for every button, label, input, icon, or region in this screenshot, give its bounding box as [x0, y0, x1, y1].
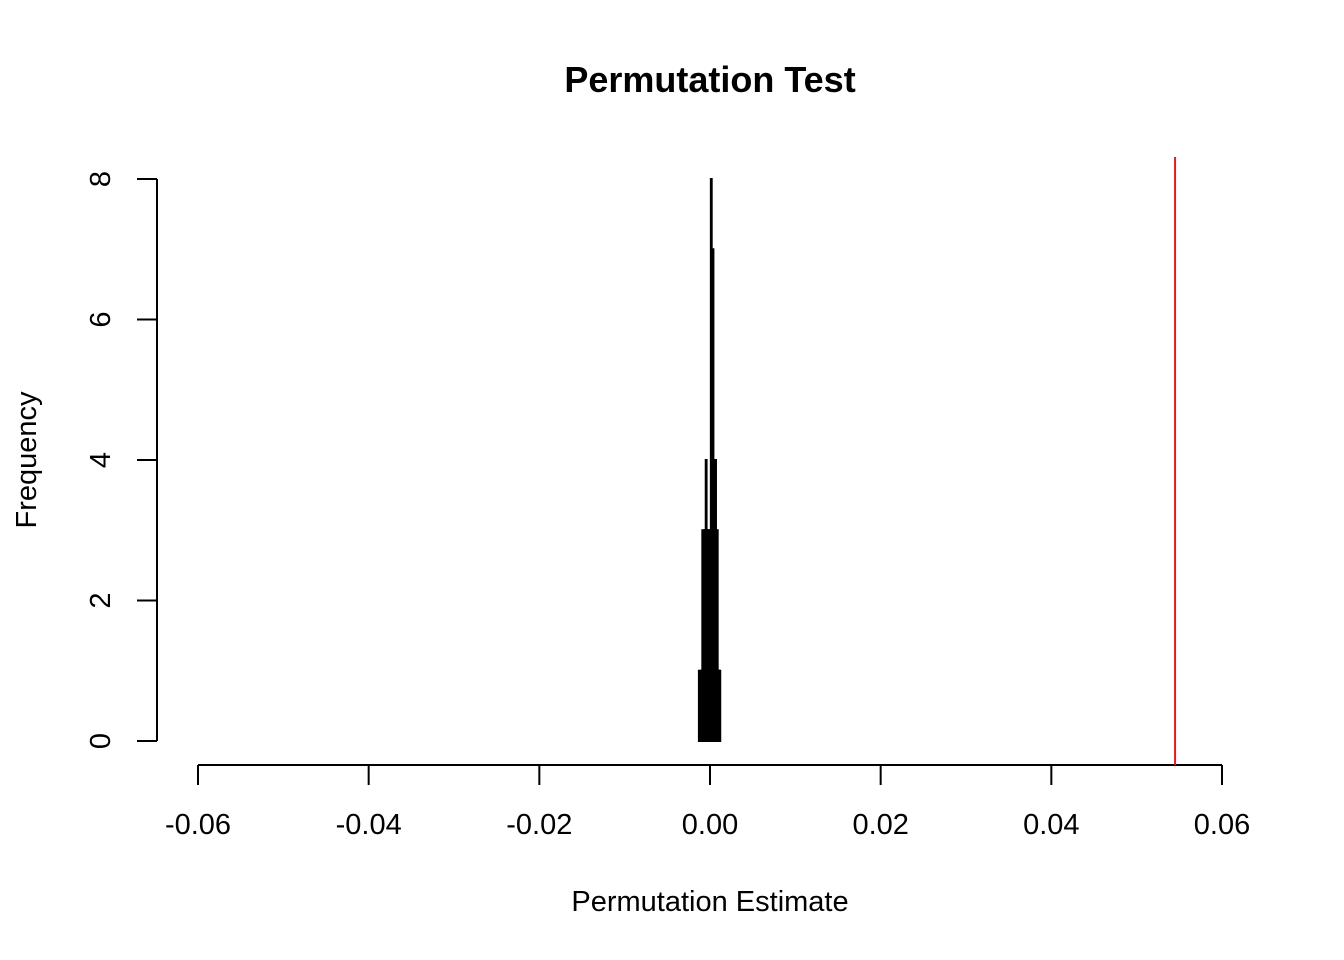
y-tick-label: 8	[85, 171, 117, 187]
x-tick-label: 0.00	[682, 809, 738, 841]
y-tick-label: 4	[85, 452, 117, 468]
x-tick-label: -0.06	[165, 809, 231, 841]
x-tick-label: 0.02	[852, 809, 908, 841]
y-axis-label: Frequency	[11, 391, 43, 529]
x-tick-label: -0.04	[336, 809, 402, 841]
x-axis-label: Permutation Estimate	[571, 886, 848, 918]
histogram-bar	[718, 669, 722, 742]
chart-title: Permutation Test	[564, 59, 855, 100]
y-tick-label: 6	[85, 311, 117, 327]
y-tick-label: 2	[85, 592, 117, 608]
y-tick-label: 0	[85, 733, 117, 749]
x-axis-ticks: -0.06 -0.04 -0.02 0.00 0.02 0.04 0.06	[165, 765, 1250, 841]
x-tick-label: 0.04	[1023, 809, 1079, 841]
x-tick-label: -0.02	[506, 809, 572, 841]
histogram-bars	[697, 178, 722, 742]
x-tick-label: 0.06	[1194, 809, 1250, 841]
y-axis-ticks: 0 2 4 6 8	[85, 171, 157, 749]
